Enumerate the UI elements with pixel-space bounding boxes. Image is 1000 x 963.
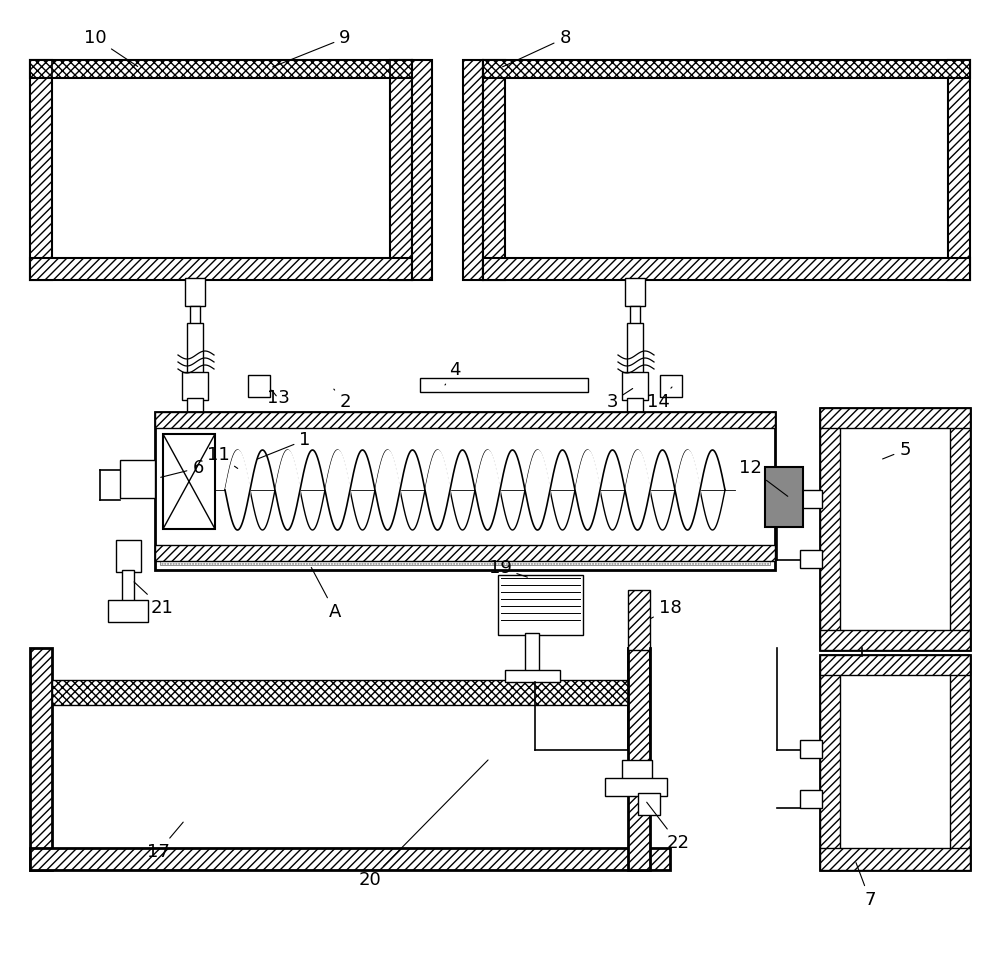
Text: 1: 1 xyxy=(258,431,311,459)
Text: 17: 17 xyxy=(147,822,183,861)
Bar xyxy=(627,398,643,412)
Text: 2: 2 xyxy=(334,389,351,411)
Bar xyxy=(638,793,660,815)
Text: 12: 12 xyxy=(739,459,788,496)
Bar xyxy=(182,372,208,400)
Bar xyxy=(820,408,840,650)
Text: 11: 11 xyxy=(207,446,238,468)
Text: 20: 20 xyxy=(359,760,488,889)
Text: A: A xyxy=(311,567,341,621)
Bar xyxy=(187,323,203,373)
Bar xyxy=(950,408,970,650)
Bar xyxy=(950,655,970,870)
Bar xyxy=(155,545,775,561)
Bar xyxy=(800,740,822,758)
Bar xyxy=(820,630,970,650)
Bar xyxy=(30,60,52,280)
Bar xyxy=(820,655,840,870)
Bar xyxy=(163,434,215,529)
Bar xyxy=(948,60,970,280)
Text: 3: 3 xyxy=(606,388,633,411)
Bar xyxy=(820,655,970,870)
Bar xyxy=(30,848,670,870)
Bar xyxy=(412,60,432,280)
Bar xyxy=(628,590,650,650)
Bar xyxy=(108,600,148,622)
Bar xyxy=(187,398,203,412)
Text: 9: 9 xyxy=(273,29,351,67)
Bar xyxy=(505,670,560,682)
Text: 14: 14 xyxy=(647,387,672,411)
Bar xyxy=(116,540,141,572)
Bar xyxy=(800,790,822,808)
Bar xyxy=(820,408,970,650)
Bar xyxy=(660,375,682,397)
Text: 21: 21 xyxy=(134,582,173,617)
Bar xyxy=(30,258,412,280)
Bar xyxy=(605,778,667,796)
Text: 4: 4 xyxy=(445,361,461,385)
Bar xyxy=(820,848,970,870)
Bar xyxy=(390,60,412,280)
Bar xyxy=(800,550,822,568)
Bar xyxy=(628,648,650,870)
Bar xyxy=(765,467,803,527)
Bar xyxy=(463,60,483,280)
Bar xyxy=(420,378,588,392)
Text: 22: 22 xyxy=(647,802,690,852)
Bar xyxy=(190,306,200,324)
Text: 5: 5 xyxy=(883,441,911,459)
Text: 18: 18 xyxy=(650,599,681,618)
Bar xyxy=(525,633,539,673)
Bar xyxy=(122,570,134,605)
Bar xyxy=(52,680,628,705)
Bar xyxy=(155,412,775,428)
Bar xyxy=(627,323,643,373)
Text: 19: 19 xyxy=(489,559,527,577)
Bar xyxy=(483,258,970,280)
Bar xyxy=(483,60,505,280)
Bar xyxy=(820,655,970,675)
Text: 10: 10 xyxy=(84,29,138,66)
Bar xyxy=(800,490,822,508)
Text: 8: 8 xyxy=(503,29,571,66)
Text: 13: 13 xyxy=(267,389,289,407)
Bar xyxy=(248,375,270,397)
Bar xyxy=(622,372,648,400)
Bar xyxy=(820,408,970,428)
Bar xyxy=(625,278,645,306)
Bar xyxy=(630,306,640,324)
Text: 7: 7 xyxy=(856,863,876,909)
Bar xyxy=(120,460,155,498)
Bar xyxy=(160,548,770,565)
Bar xyxy=(622,760,652,782)
Text: 6: 6 xyxy=(161,459,204,478)
Bar xyxy=(30,60,412,78)
Bar xyxy=(30,648,52,870)
Bar xyxy=(483,60,970,78)
Bar xyxy=(155,412,775,570)
Bar xyxy=(498,575,583,635)
Bar xyxy=(185,278,205,306)
